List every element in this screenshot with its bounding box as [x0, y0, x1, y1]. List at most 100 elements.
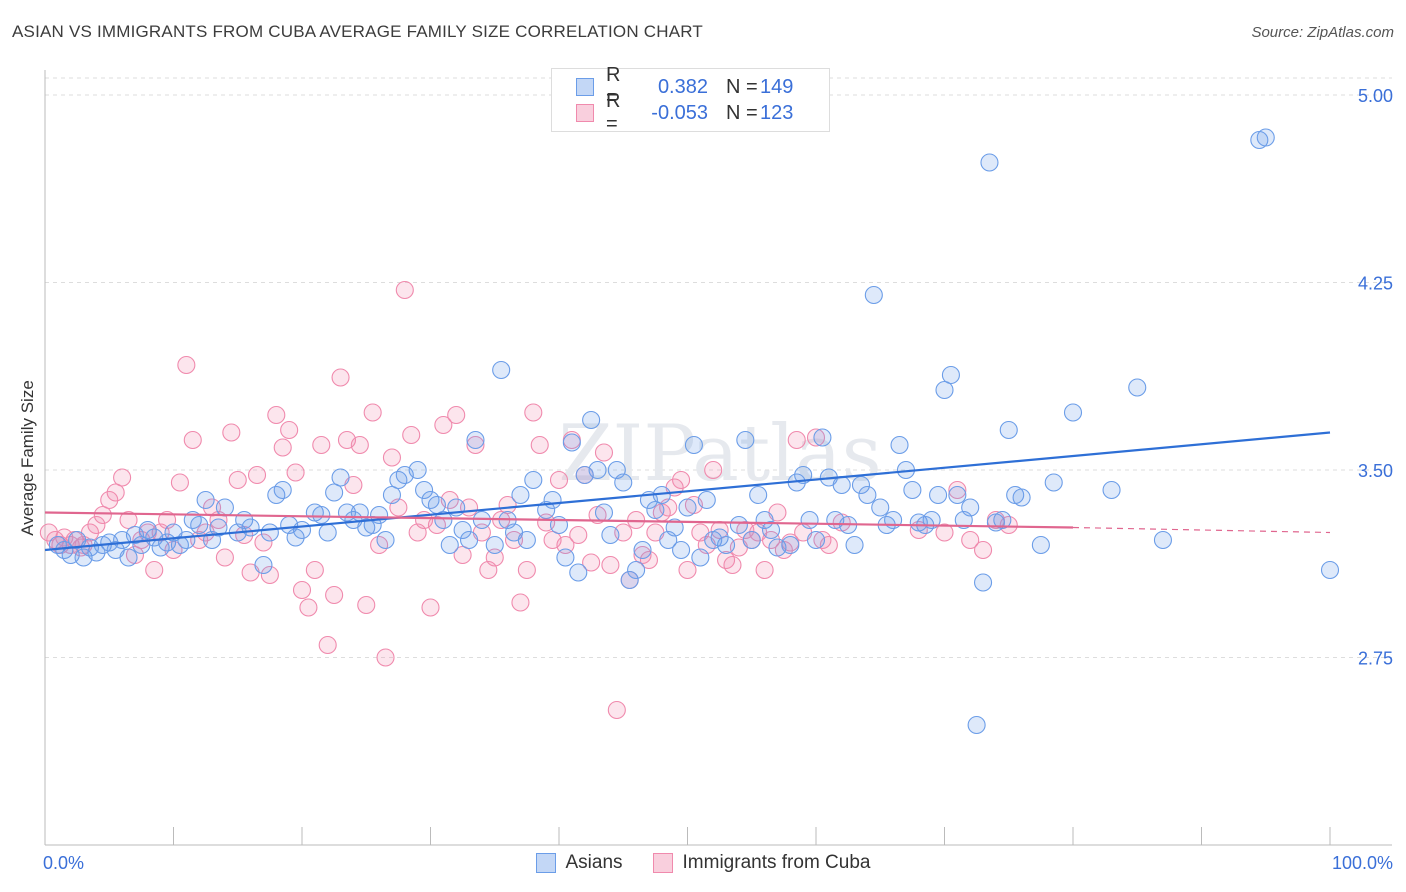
asian-point: [292, 520, 312, 540]
legend-item-asians[interactable]: Asians: [535, 852, 623, 874]
legend-item-cuba[interactable]: Immigrants from Cuba: [652, 852, 871, 874]
asian-point: [1044, 473, 1063, 492]
asian-point: [511, 485, 530, 505]
cuba-point: [434, 415, 453, 435]
asian-point: [492, 360, 511, 380]
cuba-point: [402, 425, 421, 445]
asian-point: [569, 563, 588, 582]
cuba-point: [524, 403, 543, 422]
asian-point: [646, 500, 665, 520]
asian-point: [556, 548, 575, 567]
asian-point: [948, 485, 967, 505]
cuba-point: [485, 548, 504, 567]
asian-point: [929, 485, 948, 505]
asian-point: [941, 365, 960, 385]
asian-point: [806, 530, 826, 550]
cuba-point: [556, 535, 575, 555]
asian-point: [459, 530, 479, 550]
asian-point: [813, 428, 832, 447]
asian-point: [967, 715, 986, 735]
asian-point: [138, 520, 157, 540]
asian-point: [697, 490, 716, 510]
asian-point: [716, 535, 736, 555]
asian-point: [196, 490, 215, 510]
cuba-point: [93, 505, 112, 525]
cuba-point: [267, 405, 286, 425]
cuba-point: [177, 355, 196, 375]
asian-point: [453, 520, 472, 540]
asian-point: [999, 420, 1018, 440]
cuba-point: [106, 483, 125, 502]
asian-point: [993, 510, 1012, 530]
trend-lines: [44, 431, 1331, 552]
asian-point: [562, 433, 581, 452]
cuba-point: [357, 595, 376, 615]
cuba-point: [421, 598, 440, 617]
asian-point: [672, 540, 691, 560]
cuba-point: [447, 405, 466, 425]
cuba-point: [594, 443, 614, 462]
asian-point: [665, 518, 684, 537]
cuba-point: [466, 435, 485, 455]
asian-point: [350, 503, 369, 522]
asian-point: [1063, 403, 1083, 422]
asian-point: [922, 510, 941, 530]
asian-point: [466, 430, 485, 450]
y-tick-label: 5.00: [1358, 86, 1393, 106]
asian-point: [1256, 128, 1275, 147]
asian-point: [312, 505, 331, 525]
asian-point: [864, 285, 883, 305]
asian-point: [890, 435, 909, 455]
asian-point: [1128, 378, 1147, 397]
cuba-point: [286, 463, 305, 482]
asian-point: [485, 535, 504, 555]
asian-point: [427, 495, 446, 515]
cuba-point: [145, 560, 164, 580]
asian-point: [537, 500, 556, 520]
y-tick-label: 2.75: [1358, 649, 1393, 669]
cuba-swatch: [652, 853, 673, 873]
asian-point: [1320, 560, 1340, 580]
asian-point: [858, 485, 877, 505]
asian-point: [190, 515, 209, 535]
cuba-point: [87, 515, 106, 535]
asian-point: [871, 498, 890, 517]
asians-swatch: [535, 853, 556, 873]
asian-point: [582, 410, 601, 430]
cuba-point: [376, 648, 395, 667]
asian-point: [318, 523, 337, 542]
asian-point: [729, 515, 748, 535]
asian-point: [241, 518, 260, 537]
x-tick-label: 100.0%: [1332, 853, 1393, 873]
cuba-point: [273, 438, 292, 457]
asian-point: [325, 483, 344, 502]
cuba-swatch: [576, 104, 594, 122]
asian-point: [415, 480, 434, 500]
cuba-point: [247, 465, 267, 485]
cuba-point: [806, 428, 826, 447]
asian-point: [594, 503, 614, 522]
cuba-point: [183, 430, 202, 450]
cuba-point: [318, 635, 337, 655]
cuba-point: [761, 530, 781, 550]
cuba-point: [299, 598, 318, 617]
legend-label-cuba: Immigrants from Cuba: [682, 852, 871, 873]
series-legend: Asians Immigrants from Cuba: [0, 852, 1406, 874]
cuba-point: [601, 555, 620, 575]
asian-point: [761, 520, 781, 540]
cuba-point: [511, 593, 530, 612]
asian-point: [260, 523, 279, 542]
cuba-point: [254, 533, 273, 552]
cuba-point: [119, 510, 138, 530]
cuba-point: [222, 423, 241, 442]
axes: [44, 70, 1392, 846]
asian-point: [1031, 535, 1050, 555]
cuba-trend-line: [44, 511, 1074, 529]
chart-title: ASIAN VS IMMIGRANTS FROM CUBA AVERAGE FA…: [12, 22, 704, 41]
asian-point: [678, 498, 697, 517]
asian-point: [331, 468, 350, 487]
asian-point: [1012, 488, 1031, 507]
asian-point: [935, 380, 954, 400]
source-label: Source: ZipAtlas.com: [1251, 24, 1394, 41]
legend-label-asians: Asians: [565, 852, 623, 873]
